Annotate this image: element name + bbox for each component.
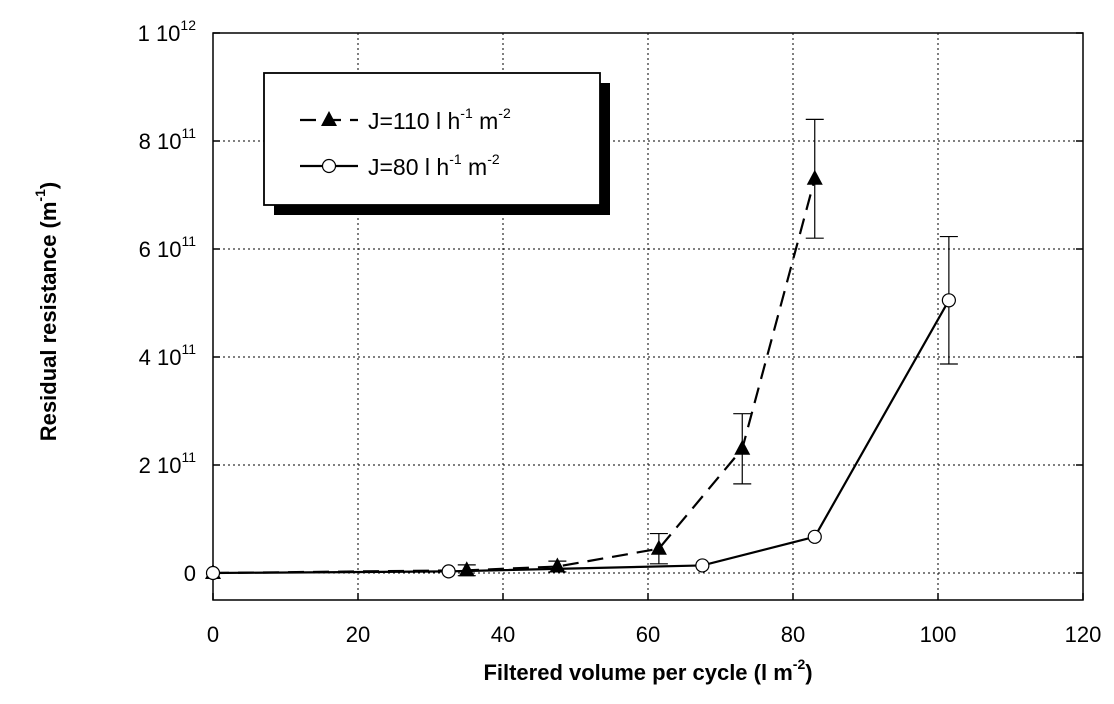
series-2 <box>205 235 958 581</box>
legend-circle-marker <box>321 158 337 174</box>
triangle-marker <box>650 539 667 555</box>
x-tick-label: 120 <box>1065 622 1102 647</box>
x-axis-title: Filtered volume per cycle (l m-2) <box>483 656 812 685</box>
y-tick-label: 2 1011 <box>139 449 197 478</box>
circle-marker <box>807 529 822 544</box>
legend: J=110 l h-1 m-2 J=80 l h-1 m-2 <box>263 72 610 215</box>
y-axis: 0 2 1011 4 1011 6 1011 8 1011 1 1012 <box>138 17 1083 586</box>
circle-marker <box>441 564 456 579</box>
y-axis-title: Residual resistance (m-1) <box>32 182 61 441</box>
triangle-marker <box>806 169 823 185</box>
y-tick-label: 1 1012 <box>138 17 197 46</box>
x-tick-label: 60 <box>636 622 660 647</box>
circle-marker <box>695 558 710 573</box>
triangle-marker <box>458 561 475 577</box>
series-line <box>212 178 816 575</box>
series-line <box>212 299 950 575</box>
x-tick-label: 100 <box>920 622 957 647</box>
x-tick-label: 20 <box>346 622 370 647</box>
legend-triangle-marker <box>321 111 337 126</box>
y-tick-label: 4 1011 <box>139 341 197 370</box>
triangle-marker <box>734 439 751 455</box>
circle-marker <box>941 293 956 308</box>
legend-box <box>263 72 601 206</box>
x-tick-label: 40 <box>491 622 515 647</box>
circle-marker <box>205 565 221 581</box>
series-layer <box>205 118 958 581</box>
y-tick-label: 8 1011 <box>139 125 197 154</box>
y-tick-label: 6 1011 <box>139 233 197 262</box>
x-axis: 0 20 40 60 80 100 120 <box>207 593 1101 647</box>
legend-label: J=110 l h-1 m-2 <box>368 105 511 134</box>
y-tick-label: 0 <box>184 561 196 586</box>
x-tick-label: 80 <box>781 622 805 647</box>
x-tick-label: 0 <box>207 622 219 647</box>
legend-label: J=80 l h-1 m-2 <box>368 151 500 180</box>
